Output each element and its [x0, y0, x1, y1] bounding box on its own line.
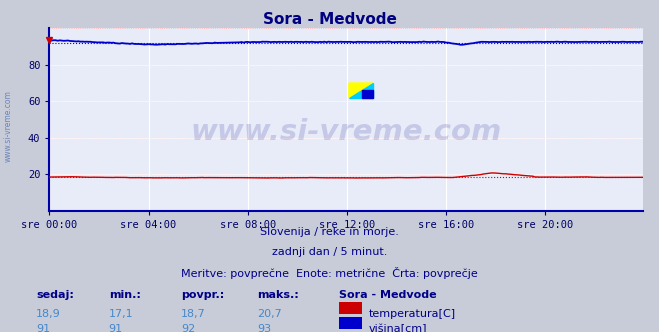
- Text: 91: 91: [36, 324, 50, 332]
- Text: višina[cm]: višina[cm]: [369, 324, 428, 332]
- Text: Slovenija / reke in morje.: Slovenija / reke in morje.: [260, 227, 399, 237]
- Text: 91: 91: [109, 324, 123, 332]
- Text: 20,7: 20,7: [257, 309, 282, 319]
- Text: 18,7: 18,7: [181, 309, 206, 319]
- Text: Sora - Medvode: Sora - Medvode: [339, 290, 437, 300]
- Text: 93: 93: [257, 324, 271, 332]
- Polygon shape: [349, 83, 373, 98]
- Text: povpr.:: povpr.:: [181, 290, 225, 300]
- Text: www.si-vreme.com: www.si-vreme.com: [190, 118, 501, 146]
- Text: min.:: min.:: [109, 290, 140, 300]
- Text: sedaj:: sedaj:: [36, 290, 74, 300]
- Text: Meritve: povprečne  Enote: metrične  Črta: povprečje: Meritve: povprečne Enote: metrične Črta:…: [181, 267, 478, 279]
- Text: 17,1: 17,1: [109, 309, 133, 319]
- Text: zadnji dan / 5 minut.: zadnji dan / 5 minut.: [272, 247, 387, 257]
- Text: temperatura[C]: temperatura[C]: [369, 309, 456, 319]
- Text: www.si-vreme.com: www.si-vreme.com: [3, 90, 13, 162]
- Bar: [362, 90, 373, 98]
- Text: 92: 92: [181, 324, 196, 332]
- Polygon shape: [349, 83, 373, 98]
- Text: Sora - Medvode: Sora - Medvode: [262, 12, 397, 27]
- Text: 18,9: 18,9: [36, 309, 61, 319]
- Text: maks.:: maks.:: [257, 290, 299, 300]
